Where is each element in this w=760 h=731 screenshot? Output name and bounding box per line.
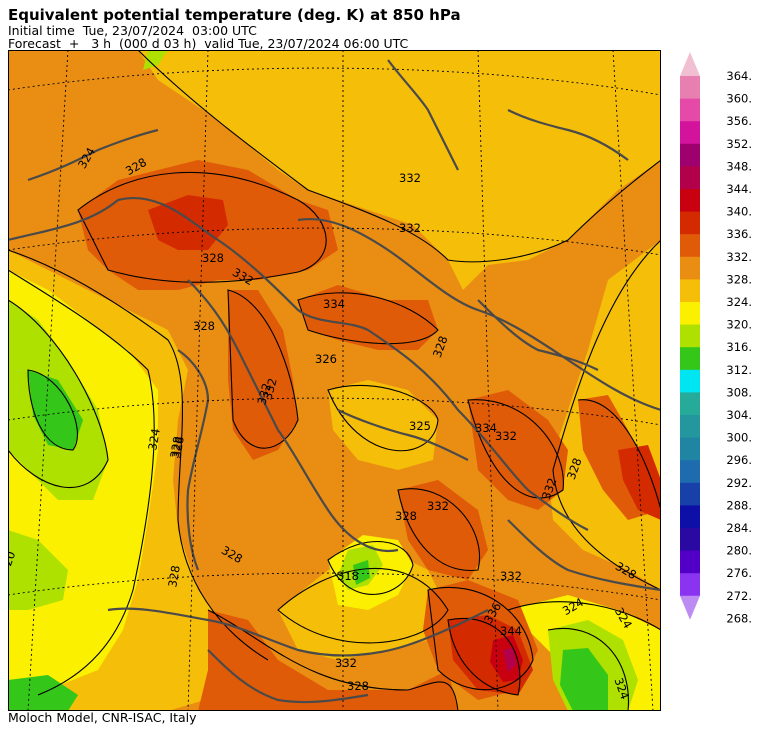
- colorbar-level-label: 316.: [726, 340, 752, 354]
- field-area-332-mid: [298, 285, 438, 350]
- colorbar-swatch: [680, 189, 700, 213]
- colorbar-level-label: 296.: [726, 453, 752, 467]
- field-area-332-east: [468, 390, 568, 510]
- colorbar-level-label: 312.: [726, 363, 752, 377]
- contour-label: 20: [8, 549, 18, 568]
- field-area-332-center: [228, 290, 298, 460]
- model-credit: Moloch Model, CNR-ISAC, Italy: [8, 710, 197, 725]
- colorbar-top-arrow: [680, 52, 700, 76]
- colorbar-level-label: 336.: [726, 227, 752, 241]
- field-area-336-east: [618, 445, 661, 520]
- contour-label: 328: [202, 251, 224, 265]
- colorbar-level-label: 272.: [726, 589, 752, 603]
- contour-label: 332: [427, 499, 449, 513]
- colorbar-swatch: [680, 347, 700, 371]
- colorbar-swatch: [680, 279, 700, 303]
- contour-label: 344: [500, 624, 522, 638]
- field-area-332-southwest: [198, 610, 458, 711]
- field-area-316-sw: [8, 530, 68, 610]
- colorbar-level-label: 352.: [726, 137, 752, 151]
- colorbar-level-label: 300.: [726, 431, 752, 445]
- contour-label: 328: [165, 564, 183, 588]
- contour-label: 332: [261, 377, 280, 402]
- contour-label: 332: [495, 429, 517, 443]
- colorbar-swatch: [680, 143, 700, 167]
- field-area-316-nw: [143, 50, 168, 70]
- colorbar-swatch: [680, 392, 700, 416]
- colorbar-level-label: 288.: [726, 498, 752, 512]
- colorbar-swatch: [680, 415, 700, 439]
- field-area-344-core: [503, 648, 516, 672]
- colorbar-swatch: [680, 460, 700, 484]
- colorbar-level-label: 320.: [726, 318, 752, 332]
- chart-title: Equivalent potential temperature (deg. K…: [8, 6, 461, 24]
- forecast-valid-text: Forecast + 3 h (000 d 03 h) valid Tue, 2…: [8, 36, 409, 51]
- colorbar-swatch: [680, 256, 700, 280]
- colorbar-swatch: [680, 437, 700, 461]
- colorbar-swatch: [680, 302, 700, 326]
- contour-label: 328: [167, 435, 185, 459]
- colorbar-bottom-arrow: [680, 595, 700, 620]
- colorbar-level-label: 324.: [726, 295, 752, 309]
- colorbar-level-label: 356.: [726, 114, 752, 128]
- colorbar-level-label: 284.: [726, 521, 752, 535]
- contour-label: 324: [145, 427, 163, 451]
- map-frame: [8, 50, 661, 711]
- colorbar: 364. 360. 356. 352. 348. 344. 340. 336. 332. 328.…: [680, 52, 752, 625]
- contour-label: 332: [399, 221, 421, 235]
- colorbar-swatch: [680, 528, 700, 552]
- contour-label: 328: [395, 509, 417, 523]
- colorbar-level-label: 304.: [726, 408, 752, 422]
- colorbar-level-label: 308.: [726, 385, 752, 399]
- contour-label: 332: [500, 569, 522, 583]
- colorbar-level-label: 348.: [726, 159, 752, 173]
- colorbar-swatch: [680, 505, 700, 529]
- colorbar-level-label: 268.: [726, 611, 752, 625]
- colorbar-swatches: [680, 52, 700, 620]
- field-area-336-north: [148, 195, 228, 250]
- colorbar-swatch: [680, 482, 700, 506]
- contour-label: 332: [399, 171, 421, 185]
- field-area-332-southeast: [398, 480, 488, 580]
- isotherm-contours: [8, 50, 661, 711]
- lat-lon-grid: [8, 50, 661, 711]
- contour-label: 334: [323, 297, 345, 311]
- contour-label: 318: [337, 569, 359, 583]
- colorbar-swatch: [680, 166, 700, 190]
- field-area-324-mid: [328, 380, 438, 470]
- colorbar-level-label: 292.: [726, 476, 752, 490]
- colorbar-labels: 364. 360. 356. 352. 348. 344. 340. 336. 332. 328.…: [726, 69, 752, 625]
- contour-label: 328: [169, 435, 187, 459]
- contour-label: 328: [347, 679, 369, 693]
- colorbar-swatch: [680, 573, 700, 597]
- colorbar-level-label: 276.: [726, 566, 752, 580]
- field-area-324-north: [138, 50, 661, 290]
- colorbar-level-label: 364.: [726, 69, 752, 83]
- contour-label: 325: [409, 419, 431, 433]
- contour-label: 332: [335, 656, 357, 670]
- colorbar-swatch: [680, 324, 700, 348]
- colorbar-swatch: [680, 550, 700, 574]
- colorbar-swatch: [680, 76, 700, 100]
- contour-label: 332: [255, 382, 274, 407]
- colorbar-level-label: 332.: [726, 250, 752, 264]
- coastlines: [8, 59, 661, 704]
- colorbar-level-label: 328.: [726, 272, 752, 286]
- colorbar-swatch: [680, 369, 700, 393]
- initial-time-text: Initial time Tue, 23/07/2024 03:00 UTC: [8, 23, 257, 38]
- colorbar-swatch: [680, 211, 700, 235]
- colorbar-swatch: [680, 98, 700, 122]
- contour-label: 334: [475, 421, 497, 435]
- colorbar-swatch: [680, 234, 700, 258]
- colorbar-level-label: 280.: [726, 544, 752, 558]
- field-area-312-se: [560, 648, 608, 711]
- colorbar-level-label: 360.: [726, 92, 752, 106]
- colorbar-swatch: [680, 121, 700, 145]
- colorbar-level-label: 340.: [726, 205, 752, 219]
- contour-label: 328: [193, 319, 215, 333]
- contour-label: 326: [315, 352, 337, 366]
- field-area-312-center: [353, 560, 370, 585]
- colorbar-level-label: 344.: [726, 182, 752, 196]
